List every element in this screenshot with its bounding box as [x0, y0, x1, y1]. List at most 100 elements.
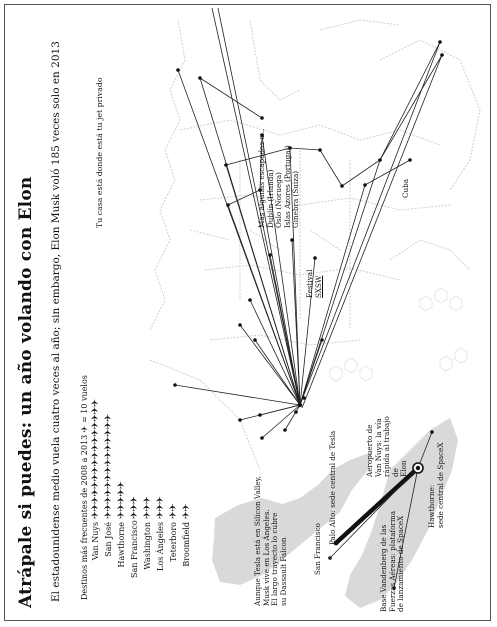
- destination-row: Teterboro ✈✈: [168, 504, 179, 578]
- page-frame: [4, 4, 491, 621]
- escapadas-label: Más algunas escapadas a... Dublín (Irlan…: [257, 129, 301, 228]
- destination-name: Van Nuys: [91, 522, 100, 561]
- airplane-icon: ✈: [90, 451, 101, 460]
- tesla-note: Aunque Tesla está en Silicon Valley, Mus…: [253, 476, 288, 606]
- airplane-icon: ✈: [181, 504, 192, 512]
- airplane-icon: ✈: [90, 444, 101, 452]
- airplane-icon: ✈: [181, 511, 192, 519]
- airplane-icon-row: ✈✈✈✈✈✈✈✈✈✈✈✈✈✈✈✈: [90, 400, 101, 520]
- sf-label: San Francisco: [313, 523, 322, 575]
- airplane-icon: ✈: [129, 504, 140, 512]
- destination-row: Washington✈✈✈: [142, 497, 153, 578]
- tesla-note-line: su Dassault Falcon: [278, 537, 288, 606]
- destination-name: San José: [104, 522, 113, 557]
- airplane-icon: ✈: [142, 496, 153, 505]
- destination-name: Hawthorne: [117, 522, 126, 568]
- airport-dots: [173, 40, 444, 590]
- airplane-icon: ✈: [129, 496, 140, 505]
- airplane-icon: ✈: [103, 504, 114, 512]
- airplane-icon: ✈: [90, 481, 101, 490]
- airplane-icon: ✈: [103, 489, 114, 497]
- airplane-icon: ✈: [103, 414, 114, 422]
- airplane-icon: ✈: [116, 496, 127, 505]
- destination-row: San José✈✈✈✈✈✈✈✈✈✈✈✈✈✈: [103, 414, 114, 578]
- airplane-icon-row: ✈✈✈✈✈: [116, 482, 127, 519]
- airplane-icon: ✈: [116, 481, 127, 490]
- hawthorne-label: Hawthorne: sede central de SpaceX: [427, 442, 445, 528]
- airplane-icon: ✈: [142, 504, 153, 512]
- escapadas-line: Ginebra (Suiza): [291, 170, 301, 228]
- airplane-icon: ✈: [90, 459, 101, 467]
- airplane-icon: ✈: [90, 504, 101, 512]
- airplane-icon: ✈: [90, 496, 101, 505]
- airplane-icon: ✈: [90, 436, 101, 445]
- airplane-icon: ✈: [103, 474, 114, 482]
- airplane-icon: ✈: [116, 489, 127, 497]
- airplane-icon: ✈: [155, 496, 166, 505]
- airplane-icon: ✈: [103, 451, 114, 460]
- airplane-icon: ✈: [103, 496, 114, 505]
- airplane-icon: ✈: [103, 511, 114, 519]
- airplane-icon-row: ✈✈: [168, 504, 179, 519]
- destination-row: Broomfield ✈✈: [181, 504, 192, 578]
- destination-name: Broomfield: [182, 522, 191, 567]
- airplane-icon: ✈: [168, 511, 179, 519]
- airplane-icon: ✈: [103, 436, 114, 445]
- airplane-icon: ✈: [129, 511, 140, 519]
- airplane-icon: ✈: [90, 414, 101, 422]
- airplane-icon-row: ✈✈✈: [155, 497, 166, 519]
- airplane-icon: ✈: [103, 429, 114, 437]
- hawthorne-line: sede central de SpaceX: [435, 442, 445, 528]
- destination-name: San Francisco: [130, 520, 139, 578]
- airplane-icon: ✈: [90, 511, 101, 519]
- airplane-icon: ✈: [90, 466, 101, 475]
- airplane-icon-row: ✈✈: [181, 504, 192, 519]
- airplane-icon: ✈: [168, 504, 179, 512]
- airplane-icon-row: ✈✈✈✈✈✈✈✈✈✈✈✈✈✈: [103, 414, 114, 519]
- palo-alto-label: Palo Alto: sede central de Tesla: [328, 430, 337, 545]
- sxsw-line: SXSW: [313, 275, 323, 298]
- airplane-icon: ✈: [142, 511, 153, 519]
- airplane-icon: ✈: [90, 489, 101, 497]
- airplane-icon: ✈: [103, 459, 114, 467]
- airplane-icon: ✈: [116, 511, 127, 519]
- van-nuys-note-line: Elon: [399, 460, 409, 477]
- airplane-icon: ✈: [90, 421, 101, 430]
- airplane-icon: ✈: [103, 421, 114, 430]
- page-title: Atrápale si puedes: un año volando con E…: [16, 176, 36, 608]
- airplane-icon: ✈: [80, 425, 89, 433]
- legend-title: Destinos más frecuentes de 2008 a 2013 ✈…: [80, 375, 89, 600]
- airplane-icon: ✈: [90, 429, 101, 437]
- bay-area-region: [212, 452, 372, 585]
- van-nuys-marker: [412, 462, 424, 474]
- airplane-icon: ✈: [103, 444, 114, 452]
- destination-row: Hawthorne✈✈✈✈✈: [116, 482, 127, 578]
- airplane-icon: ✈: [103, 481, 114, 490]
- jet-label: Tu casa está donde está tu jet privado: [95, 77, 104, 228]
- legend-title-text: Destinos más frecuentes de 2008 a 2013: [80, 434, 89, 600]
- vandenberg-label: Base Vandenberg de las Fuerzas Aéreas: p…: [379, 511, 406, 612]
- airplane-icon: ✈: [155, 511, 166, 519]
- van-nuys-note: Aeropuerto de Van Nuys: la vía rápida al…: [365, 416, 409, 477]
- destination-row: San Francisco✈✈✈: [129, 497, 140, 578]
- destination-name: Teterboro: [169, 522, 178, 562]
- shuttle-route: [329, 431, 433, 589]
- vandenberg-line: de lanzamiento de SpaceX: [396, 515, 406, 612]
- airplane-icon: ✈: [116, 504, 127, 512]
- sxsw-label: Festival SXSW: [305, 270, 323, 298]
- airplane-icon: ✈: [103, 466, 114, 475]
- flight-routes: [174, 7, 443, 439]
- destination-row: Van Nuys✈✈✈✈✈✈✈✈✈✈✈✈✈✈✈✈: [90, 400, 101, 579]
- destination-name: Washington: [143, 522, 152, 570]
- map-outlines: [149, 19, 481, 471]
- airplane-icon: ✈: [90, 474, 101, 482]
- page-subtitle: El estadounidense medio vuela cuatro vec…: [50, 41, 62, 602]
- destination-name: Los Ángeles: [156, 522, 165, 571]
- la-region: [345, 418, 458, 608]
- airplane-icon: ✈: [90, 406, 101, 415]
- airplane-icon: ✈: [155, 504, 166, 512]
- airplane-icon: ✈: [90, 399, 101, 407]
- california-regions: [212, 418, 458, 608]
- cuba-label: Cuba: [401, 178, 410, 198]
